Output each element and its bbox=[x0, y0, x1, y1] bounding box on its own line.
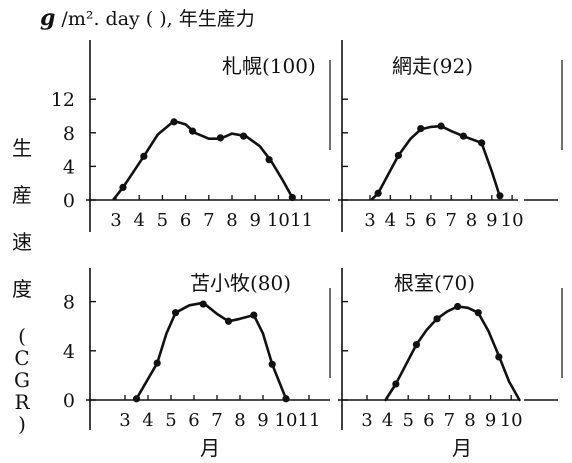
data-point bbox=[132, 395, 141, 403]
ylabel-char: 産 bbox=[12, 183, 32, 207]
x-tick-label: 8 bbox=[464, 410, 475, 431]
panel-title: 札幌(100) bbox=[222, 54, 316, 78]
y-tick-label: 8 bbox=[63, 292, 75, 314]
x-tick-label: 5 bbox=[165, 410, 176, 431]
data-point bbox=[412, 341, 421, 349]
x-tick-label: 4 bbox=[142, 410, 153, 431]
data-point bbox=[250, 311, 258, 319]
x-axis-label: 月 bbox=[200, 436, 220, 460]
y-tick-label: 12 bbox=[51, 89, 75, 111]
data-point bbox=[288, 193, 296, 202]
data-point bbox=[374, 189, 382, 197]
ylabel-char: 速 bbox=[12, 230, 32, 254]
chart-panel: 3 4 5 6 7 8 9 10 網走(92) bbox=[338, 40, 563, 232]
data-point bbox=[417, 125, 425, 133]
x-tick-label: 7 bbox=[445, 210, 456, 231]
data-point bbox=[394, 151, 403, 160]
x-tick-label: 9 bbox=[249, 210, 260, 231]
y-tick-label: 4 bbox=[63, 341, 75, 363]
data-point bbox=[474, 309, 482, 317]
x-tick-label: 3 bbox=[119, 410, 130, 431]
x-tick-label: 4 bbox=[385, 210, 396, 231]
x-tick-label: 5 bbox=[157, 210, 168, 231]
y-axis-label: 生 産 速 度 ( C G R ) bbox=[8, 138, 36, 436]
x-tick-label: 11 bbox=[290, 210, 313, 231]
data-point bbox=[282, 395, 290, 403]
data-point bbox=[240, 132, 248, 140]
x-tick-label: 3 bbox=[110, 210, 121, 231]
x-tick-label: 3 bbox=[361, 410, 372, 431]
unit-label: g /m². day ( ), 年生産力 bbox=[40, 4, 255, 31]
x-tick-label: 4 bbox=[133, 210, 144, 231]
x-tick-label: 5 bbox=[402, 410, 413, 431]
data-point bbox=[216, 134, 224, 142]
data-point bbox=[496, 192, 504, 200]
panel-title: 根室(70) bbox=[394, 271, 475, 295]
data-point bbox=[268, 360, 276, 368]
x-tick-label: 10 bbox=[501, 210, 524, 231]
x-tick-label: 6 bbox=[423, 410, 434, 431]
x-tick-label: 7 bbox=[211, 410, 222, 431]
ylabel-char: G bbox=[14, 368, 30, 392]
series-line bbox=[112, 119, 294, 201]
data-point bbox=[459, 132, 467, 140]
data-point bbox=[119, 183, 127, 191]
data-point bbox=[170, 118, 178, 126]
panel-title: 網走(92) bbox=[392, 54, 473, 78]
ylabel-char: ( bbox=[18, 324, 26, 348]
x-tick-label: 6 bbox=[180, 210, 191, 231]
data-point bbox=[188, 127, 197, 135]
x-tick-label: 7 bbox=[203, 210, 214, 231]
ylabel-char: 生 bbox=[12, 136, 32, 160]
x-tick-label: 9 bbox=[257, 410, 268, 431]
ylabel-char: ) bbox=[18, 412, 26, 436]
series-line bbox=[135, 301, 288, 401]
x-tick-label: 8 bbox=[226, 210, 237, 231]
x-tick-label: 10 bbox=[275, 410, 298, 431]
data-point bbox=[454, 302, 462, 311]
series-line bbox=[370, 124, 502, 201]
data-point bbox=[265, 156, 273, 164]
data-point bbox=[478, 139, 486, 147]
x-tick-label: 9 bbox=[486, 210, 497, 231]
panel-title: 苫小牧(80) bbox=[190, 271, 291, 295]
y-tick-label: 4 bbox=[63, 156, 75, 178]
data-point bbox=[437, 122, 445, 130]
y-tick-label: 8 bbox=[63, 123, 75, 145]
ylabel-char: C bbox=[14, 346, 30, 370]
x-tick-label: 8 bbox=[234, 410, 245, 431]
y-tick-label: 0 bbox=[63, 190, 75, 212]
x-tick-label: 11 bbox=[298, 410, 321, 431]
unit-text: /m². day ( ), 年生産力 bbox=[55, 8, 255, 30]
x-tick-label: 3 bbox=[364, 210, 375, 231]
x-tick-label: 10 bbox=[267, 210, 290, 231]
ylabel-char: R bbox=[14, 390, 30, 414]
data-point bbox=[392, 380, 400, 388]
x-tick-label: 6 bbox=[425, 210, 436, 231]
y-tick-label: 0 bbox=[63, 390, 75, 412]
data-point bbox=[495, 353, 503, 361]
data-point bbox=[199, 300, 207, 308]
series-line bbox=[384, 305, 521, 402]
ylabel-char: 度 bbox=[12, 277, 32, 301]
x-tick-label: 8 bbox=[466, 210, 477, 231]
x-tick-label: 7 bbox=[444, 410, 455, 431]
data-point bbox=[140, 152, 148, 160]
x-tick-label: 4 bbox=[382, 410, 393, 431]
x-tick-label: 6 bbox=[188, 410, 199, 431]
x-axis-label: 月 bbox=[452, 436, 472, 460]
unit-symbol: g bbox=[40, 5, 56, 31]
x-tick-label: 5 bbox=[405, 210, 416, 231]
x-tick-label: 10 bbox=[500, 410, 523, 431]
data-point bbox=[224, 317, 233, 325]
x-tick-label: 9 bbox=[485, 410, 496, 431]
data-point bbox=[153, 359, 161, 367]
data-point bbox=[172, 309, 180, 317]
chart-panel: 3 4 5 6 7 8 9 10 根室(70) bbox=[338, 268, 563, 431]
data-point bbox=[433, 315, 441, 323]
